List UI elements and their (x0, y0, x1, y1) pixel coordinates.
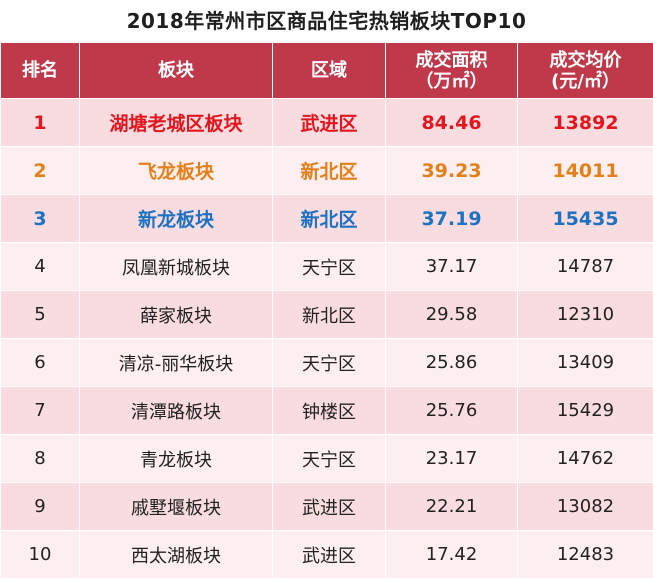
table-row: 2 飞龙板块 新北区 39.23 14011 (1, 147, 653, 195)
cell-area: 37.17 (386, 243, 518, 291)
cell-rank: 6 (1, 339, 80, 387)
cell-rank: 8 (1, 435, 80, 483)
cell-price: 13082 (518, 483, 653, 531)
cell-district: 天宁区 (273, 435, 386, 483)
cell-area: 23.17 (386, 435, 518, 483)
cell-rank: 3 (1, 195, 80, 243)
cell-rank: 9 (1, 483, 80, 531)
cell-price: 12483 (518, 531, 653, 579)
header-area-unit: （万㎡） (386, 71, 517, 92)
header-price: 成交均价 (元/㎡） (518, 43, 653, 99)
cell-district: 新北区 (273, 291, 386, 339)
cell-area: 84.46 (386, 99, 518, 147)
table-row: 5 薛家板块 新北区 29.58 12310 (1, 291, 653, 339)
table-body: 1 湖塘老城区板块 武进区 84.46 13892 2 飞龙板块 新北区 39.… (1, 99, 653, 579)
header-district: 区域 (273, 43, 386, 99)
table-row: 1 湖塘老城区板块 武进区 84.46 13892 (1, 99, 653, 147)
header-block: 板块 (80, 43, 273, 99)
cell-area: 25.86 (386, 339, 518, 387)
cell-district: 武进区 (273, 531, 386, 579)
cell-block: 青龙板块 (80, 435, 273, 483)
cell-price: 14787 (518, 243, 653, 291)
cell-block: 凤凰新城板块 (80, 243, 273, 291)
cell-rank: 5 (1, 291, 80, 339)
cell-district: 武进区 (273, 99, 386, 147)
cell-rank: 10 (1, 531, 80, 579)
header-price-unit: (元/㎡） (518, 71, 653, 92)
cell-area: 17.42 (386, 531, 518, 579)
cell-price: 15435 (518, 195, 653, 243)
table-row: 10 西太湖板块 武进区 17.42 12483 (1, 531, 653, 579)
cell-district: 武进区 (273, 483, 386, 531)
header-rank: 排名 (1, 43, 80, 99)
cell-area: 22.21 (386, 483, 518, 531)
table-row: 7 清潭路板块 钟楼区 25.76 15429 (1, 387, 653, 435)
table-header: 排名 板块 区域 成交面积 （万㎡） 成交均价 (元/㎡） (1, 43, 653, 99)
cell-price: 12310 (518, 291, 653, 339)
cell-rank: 1 (1, 99, 80, 147)
table-row: 8 青龙板块 天宁区 23.17 14762 (1, 435, 653, 483)
cell-district: 天宁区 (273, 243, 386, 291)
table-row: 3 新龙板块 新北区 37.19 15435 (1, 195, 653, 243)
cell-area: 39.23 (386, 147, 518, 195)
header-row: 排名 板块 区域 成交面积 （万㎡） 成交均价 (元/㎡） (1, 43, 653, 99)
cell-price: 14762 (518, 435, 653, 483)
header-price-title: 成交均价 (518, 50, 653, 71)
cell-rank: 2 (1, 147, 80, 195)
table-row: 4 凤凰新城板块 天宁区 37.17 14787 (1, 243, 653, 291)
cell-block: 西太湖板块 (80, 531, 273, 579)
ranking-table: 排名 板块 区域 成交面积 （万㎡） 成交均价 (元/㎡） 1 湖塘老城区板块 … (0, 42, 653, 579)
cell-district: 天宁区 (273, 339, 386, 387)
cell-area: 37.19 (386, 195, 518, 243)
cell-block: 戚墅堰板块 (80, 483, 273, 531)
cell-block: 飞龙板块 (80, 147, 273, 195)
cell-area: 29.58 (386, 291, 518, 339)
header-area: 成交面积 （万㎡） (386, 43, 518, 99)
table-row: 6 清凉-丽华板块 天宁区 25.86 13409 (1, 339, 653, 387)
cell-price: 13409 (518, 339, 653, 387)
cell-price: 13892 (518, 99, 653, 147)
cell-rank: 4 (1, 243, 80, 291)
table-row: 9 戚墅堰板块 武进区 22.21 13082 (1, 483, 653, 531)
page-title: 2018年常州市区商品住宅热销板块TOP10 (0, 0, 653, 42)
cell-block: 新龙板块 (80, 195, 273, 243)
cell-rank: 7 (1, 387, 80, 435)
cell-price: 15429 (518, 387, 653, 435)
cell-area: 25.76 (386, 387, 518, 435)
cell-block: 清凉-丽华板块 (80, 339, 273, 387)
cell-price: 14011 (518, 147, 653, 195)
cell-block: 薛家板块 (80, 291, 273, 339)
cell-block: 湖塘老城区板块 (80, 99, 273, 147)
cell-district: 新北区 (273, 195, 386, 243)
cell-district: 钟楼区 (273, 387, 386, 435)
cell-district: 新北区 (273, 147, 386, 195)
header-area-title: 成交面积 (386, 50, 517, 71)
cell-block: 清潭路板块 (80, 387, 273, 435)
